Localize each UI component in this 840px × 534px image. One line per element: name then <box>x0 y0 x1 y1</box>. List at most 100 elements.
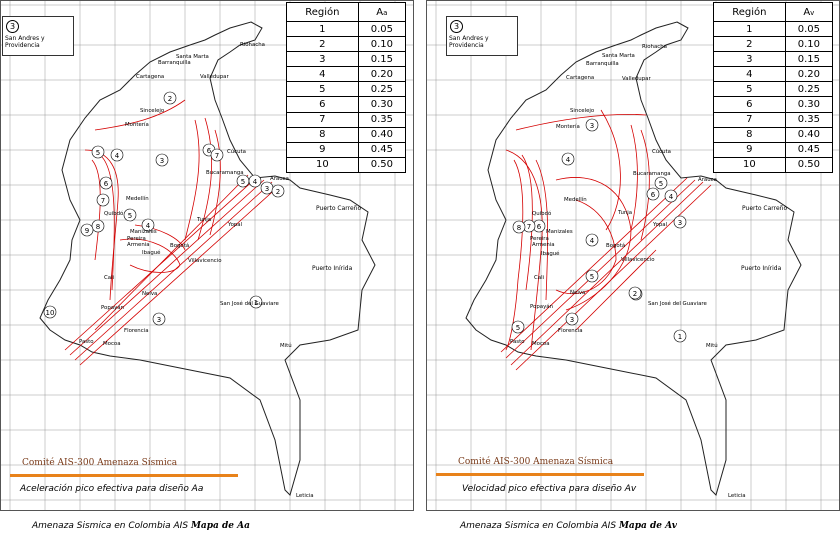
seismic-map-aa: 1 2 3 3 4 5 6 7 8 9 10 4 5 6 7 5 4 3 2 R… <box>0 0 414 511</box>
inset-zone-number: 3 <box>6 20 19 33</box>
city-label: Puerto Carreño <box>316 205 361 212</box>
svg-text:7: 7 <box>527 223 531 231</box>
san-andres-inset: 3 San Andres y Providencia <box>446 16 518 56</box>
city-label: Leticia <box>728 493 746 499</box>
colombia-outline <box>39 21 376 496</box>
city-label: Medellín <box>126 195 149 202</box>
region-number-cell: 9 <box>713 141 786 158</box>
city-label: Quibdó <box>532 210 551 217</box>
committee-title: Comité AIS-300 Amenaza Sísmica <box>22 458 178 468</box>
city-label: Pasto <box>510 339 525 345</box>
svg-text:5: 5 <box>96 149 100 157</box>
committee-underline <box>10 474 238 477</box>
region-number-cell: 9 <box>286 141 359 158</box>
svg-text:6: 6 <box>207 147 212 155</box>
zone-label: 3 <box>585 118 599 132</box>
svg-text:3: 3 <box>590 122 594 130</box>
city-label: Medellín <box>564 196 587 203</box>
coefficient-cell: 0.25 <box>357 81 407 98</box>
san-andres-inset: 3 San Andres y Providencia <box>2 16 74 56</box>
city-label: Riohacha <box>642 44 667 50</box>
zone-label: 1 <box>673 329 687 343</box>
city-label: San José del Guaviare <box>648 300 708 307</box>
city-label: Tunja <box>196 217 211 223</box>
region-number-cell: 10 <box>286 156 359 173</box>
zone-label: 9 <box>80 223 94 237</box>
city-label: Popayán <box>530 303 553 310</box>
city-label: Armenia <box>127 242 150 248</box>
zone-label: 3 <box>155 153 169 167</box>
region-number-cell: 5 <box>713 81 786 98</box>
map-caption: Amenaza Sismica en Colombia AIS Mapa de … <box>460 521 677 531</box>
svg-text:3: 3 <box>157 316 161 324</box>
city-label: Valledupar <box>622 76 651 82</box>
region-number-cell: 6 <box>713 96 786 113</box>
map-panel-aa: 1 2 3 3 4 5 6 7 8 9 10 4 5 6 7 5 4 3 2 R… <box>0 0 414 534</box>
column-header-region: Región <box>713 2 786 22</box>
city-label: Bogotá <box>606 242 625 249</box>
city-label: Valledupar <box>200 74 229 80</box>
city-label: Armenia <box>532 242 555 248</box>
table-row: 4 0.20 <box>713 66 834 83</box>
svg-text:4: 4 <box>590 237 595 245</box>
coefficient-cell: 0.10 <box>784 36 834 53</box>
column-header-aa: Aa <box>357 2 407 22</box>
table-row: 5 0.25 <box>713 81 834 98</box>
svg-text:7: 7 <box>101 197 105 205</box>
city-label: Bucaramanga <box>206 170 244 176</box>
city-label: Bucaramanga <box>633 171 671 177</box>
city-label: San José del Guaviare <box>220 300 280 307</box>
coefficient-cell: 0.15 <box>784 51 834 68</box>
city-label: Puerto Inírida <box>741 265 782 272</box>
zone-label: 2 <box>271 184 285 198</box>
column-header-region: Región <box>286 2 359 22</box>
city-label: Villavicencio <box>621 257 655 263</box>
column-header-av: Av <box>784 2 834 22</box>
region-number-cell: 8 <box>286 126 359 143</box>
zone-label: 6 <box>99 176 113 190</box>
zone-label: 5 <box>511 320 525 334</box>
region-number-cell: 1 <box>286 20 359 38</box>
table-row: 1 0.05 <box>286 20 407 38</box>
svg-text:3: 3 <box>678 219 682 227</box>
coefficient-cell: 0.30 <box>357 96 407 113</box>
committee-title: Comité AIS-300 Amenaza Sísmica <box>458 457 614 467</box>
committee-underline <box>436 473 644 476</box>
city-label: Montería <box>556 123 580 130</box>
table-row: 5 0.25 <box>286 81 407 98</box>
svg-text:9: 9 <box>85 227 89 235</box>
table-row: 3 0.15 <box>713 51 834 68</box>
coefficient-cell: 0.45 <box>784 141 834 158</box>
region-number-cell: 2 <box>713 36 786 53</box>
region-table-av: Región Av 1 0.05 2 0.10 3 0.15 4 0.20 5 0.25 6 0.30… <box>713 2 834 173</box>
map-caption: Amenaza Sismica en Colombia AIS Mapa de … <box>32 521 250 531</box>
svg-text:2: 2 <box>276 188 280 196</box>
city-label: Ibagué <box>541 250 560 257</box>
city-label: Popayán <box>101 304 124 311</box>
region-number-cell: 1 <box>713 20 786 38</box>
coefficient-cell: 0.05 <box>357 20 407 38</box>
coefficient-cell: 0.15 <box>357 51 407 68</box>
zone-label: 8 <box>91 219 105 233</box>
zone-label: 3 <box>673 215 687 229</box>
svg-text:4: 4 <box>566 156 571 164</box>
city-label: Mitú <box>280 342 292 349</box>
city-label: Cúcuta <box>652 148 671 155</box>
city-label: Yopal <box>227 222 242 228</box>
zone-labels: 1 2 3 3 4 5 6 7 8 9 10 4 5 6 7 5 4 3 2 <box>43 91 285 326</box>
city-label: Tunja <box>617 210 632 216</box>
city-label: Cali <box>104 275 114 281</box>
table-row: 3 0.15 <box>286 51 407 68</box>
zone-label: 4 <box>664 189 678 203</box>
coefficient-cell: 0.25 <box>784 81 834 98</box>
region-number-cell: 2 <box>286 36 359 53</box>
zone-label: 1 <box>249 295 263 309</box>
coefficient-cell: 0.50 <box>357 156 407 173</box>
inset-label: San Andres y Providencia <box>5 35 45 49</box>
svg-text:4: 4 <box>115 152 120 160</box>
svg-text:6: 6 <box>651 191 656 199</box>
region-number-cell: 7 <box>286 111 359 128</box>
city-label: Pereira <box>127 236 146 242</box>
region-number-cell: 10 <box>713 156 786 173</box>
city-label: Bogotá <box>170 242 189 249</box>
